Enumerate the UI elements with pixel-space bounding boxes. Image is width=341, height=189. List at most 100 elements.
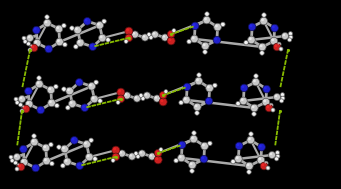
Circle shape	[213, 83, 217, 88]
Circle shape	[116, 100, 120, 104]
Circle shape	[10, 159, 14, 163]
Circle shape	[258, 43, 266, 51]
Circle shape	[15, 155, 17, 157]
Circle shape	[207, 86, 210, 88]
Circle shape	[62, 88, 64, 89]
Circle shape	[33, 26, 40, 34]
Circle shape	[150, 154, 152, 157]
Circle shape	[112, 146, 120, 154]
Circle shape	[271, 24, 278, 32]
Circle shape	[14, 153, 20, 160]
Circle shape	[196, 112, 197, 113]
Circle shape	[14, 161, 17, 165]
Circle shape	[23, 37, 24, 38]
Circle shape	[15, 101, 19, 105]
Circle shape	[193, 23, 195, 26]
Circle shape	[56, 26, 59, 29]
Circle shape	[22, 105, 30, 113]
Circle shape	[25, 87, 32, 95]
Circle shape	[21, 160, 24, 162]
Circle shape	[287, 38, 292, 42]
Circle shape	[276, 151, 278, 153]
Circle shape	[46, 16, 47, 17]
Circle shape	[264, 87, 267, 89]
Circle shape	[20, 145, 27, 153]
Circle shape	[267, 167, 268, 168]
Circle shape	[183, 83, 191, 91]
Circle shape	[203, 50, 207, 54]
Circle shape	[191, 22, 199, 30]
Circle shape	[111, 158, 115, 162]
Circle shape	[17, 163, 25, 171]
Circle shape	[43, 146, 46, 148]
Circle shape	[275, 157, 279, 161]
Circle shape	[154, 149, 162, 157]
Circle shape	[247, 163, 250, 166]
Circle shape	[268, 152, 276, 159]
Circle shape	[271, 108, 275, 112]
Circle shape	[46, 46, 49, 49]
Circle shape	[124, 39, 128, 43]
Circle shape	[62, 146, 65, 149]
Circle shape	[162, 34, 168, 41]
Circle shape	[14, 97, 18, 101]
Circle shape	[276, 154, 280, 158]
Circle shape	[264, 161, 268, 166]
Circle shape	[133, 32, 135, 35]
Circle shape	[50, 162, 52, 164]
Circle shape	[190, 169, 194, 173]
Circle shape	[70, 101, 73, 104]
Circle shape	[174, 158, 178, 163]
Circle shape	[38, 77, 39, 78]
Circle shape	[62, 23, 66, 28]
Circle shape	[44, 158, 47, 161]
Circle shape	[18, 164, 19, 165]
Circle shape	[254, 74, 258, 78]
Circle shape	[134, 152, 138, 156]
Circle shape	[261, 52, 262, 53]
Circle shape	[153, 32, 155, 35]
Circle shape	[137, 155, 138, 157]
Circle shape	[45, 15, 49, 19]
Circle shape	[125, 40, 126, 41]
Circle shape	[197, 73, 201, 77]
Circle shape	[272, 26, 275, 28]
Circle shape	[50, 161, 54, 166]
Circle shape	[231, 160, 235, 164]
Circle shape	[65, 159, 68, 162]
Circle shape	[31, 138, 38, 146]
Circle shape	[99, 99, 100, 101]
Circle shape	[37, 76, 41, 80]
Circle shape	[74, 26, 81, 34]
Circle shape	[31, 46, 34, 48]
Circle shape	[16, 101, 17, 103]
Circle shape	[17, 163, 21, 167]
Circle shape	[235, 142, 243, 150]
Circle shape	[90, 139, 91, 140]
Circle shape	[213, 36, 221, 44]
Circle shape	[44, 19, 51, 27]
Circle shape	[38, 108, 41, 110]
Circle shape	[135, 152, 136, 154]
Circle shape	[258, 158, 261, 160]
Circle shape	[249, 37, 252, 40]
Circle shape	[167, 37, 175, 45]
Circle shape	[75, 78, 83, 86]
Circle shape	[76, 162, 84, 170]
Circle shape	[20, 97, 22, 99]
Circle shape	[150, 36, 151, 38]
Circle shape	[125, 27, 133, 35]
Circle shape	[276, 151, 280, 155]
Circle shape	[89, 43, 97, 50]
Circle shape	[61, 164, 63, 166]
Circle shape	[90, 44, 93, 47]
Circle shape	[237, 143, 239, 146]
Circle shape	[107, 38, 108, 40]
Circle shape	[72, 138, 74, 140]
Circle shape	[204, 18, 207, 20]
Circle shape	[190, 135, 197, 143]
Circle shape	[141, 97, 145, 101]
Circle shape	[161, 93, 163, 95]
Circle shape	[251, 104, 258, 112]
Circle shape	[23, 106, 24, 108]
